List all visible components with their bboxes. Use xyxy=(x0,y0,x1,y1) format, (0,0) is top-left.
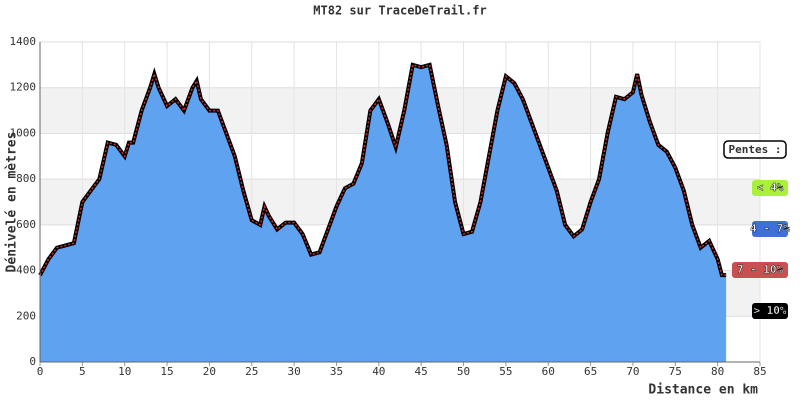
y-tick-label: 1200 xyxy=(10,81,37,94)
legend-swatch xyxy=(752,303,788,319)
x-tick-label: 40 xyxy=(372,365,385,378)
y-tick-label: 1000 xyxy=(10,126,37,139)
x-tick-label: 60 xyxy=(542,365,555,378)
x-tick-label: 30 xyxy=(287,365,300,378)
x-tick-label: 45 xyxy=(415,365,428,378)
x-tick-label: 55 xyxy=(499,365,512,378)
x-tick-label: 10 xyxy=(118,365,131,378)
x-tick-label: 50 xyxy=(457,365,470,378)
x-tick-label: 25 xyxy=(245,365,258,378)
legend-title: Pentes : xyxy=(729,143,782,156)
y-tick-label: 800 xyxy=(16,172,36,185)
x-tick-label: 75 xyxy=(669,365,682,378)
legend-label: > 10% xyxy=(753,304,786,317)
legend-swatch xyxy=(732,262,788,278)
x-tick-label: 65 xyxy=(584,365,597,378)
x-tick-label: 85 xyxy=(753,365,766,378)
legend-swatch xyxy=(752,180,788,196)
legend-swatch xyxy=(752,221,788,237)
x-tick-label: 70 xyxy=(626,365,639,378)
legend-title-box xyxy=(723,140,787,159)
x-axis-label: Distance en km xyxy=(648,383,758,398)
y-tick-label: 0 xyxy=(29,355,36,368)
y-tick-label: 600 xyxy=(16,218,36,231)
x-tick-label: 20 xyxy=(203,365,216,378)
area xyxy=(40,64,727,362)
x-tick-label: 80 xyxy=(711,365,724,378)
y-tick-label: 1400 xyxy=(10,35,37,48)
y-axis-label: Dénivelé en mètres xyxy=(5,132,20,273)
chart-title: MT82 sur TraceDeTrail.fr xyxy=(313,4,486,18)
profile-line-dots xyxy=(39,63,727,276)
legend-label: 4 - 7% xyxy=(750,222,790,235)
x-tick-label: 0 xyxy=(37,365,44,378)
legend-label: 7 - 10% xyxy=(737,263,784,276)
x-tick-label: 15 xyxy=(160,365,173,378)
legend-label: < 4% xyxy=(757,181,784,194)
y-tick-label: 200 xyxy=(16,309,36,322)
y-tick-label: 400 xyxy=(16,264,36,277)
x-tick-label: 35 xyxy=(330,365,343,378)
x-tick-label: 5 xyxy=(79,365,86,378)
